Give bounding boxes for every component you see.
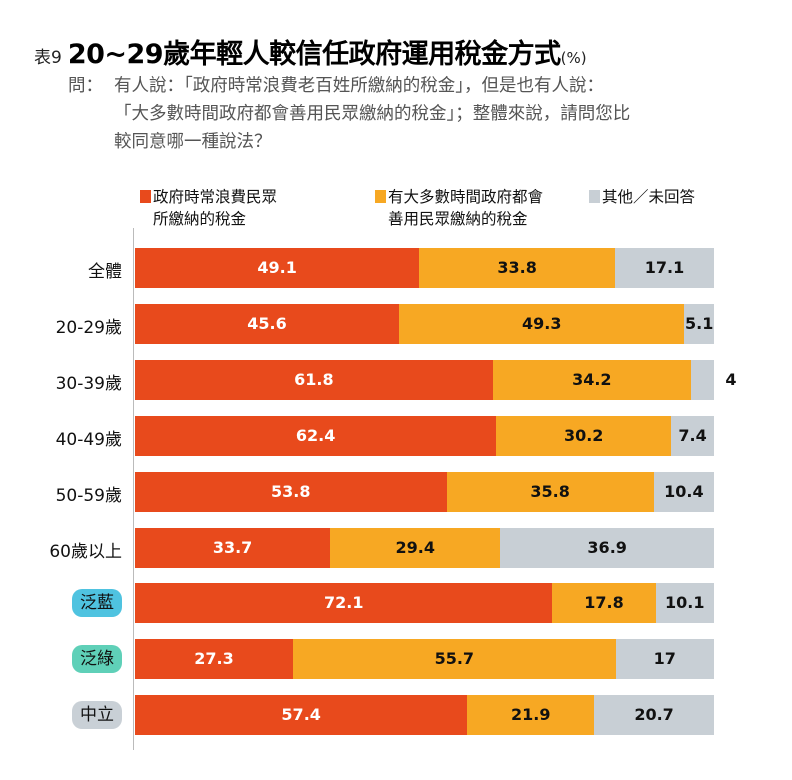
data-label: 20.7: [634, 705, 674, 725]
data-label: 17.1: [644, 258, 685, 277]
category-label: 全體: [88, 262, 122, 282]
data-label: 10.4: [664, 481, 704, 501]
bar-segment: [135, 583, 553, 624]
bar-segment: [653, 471, 714, 512]
category-label: 中立: [72, 701, 122, 730]
bar-segment: [330, 527, 501, 568]
data-label: 29.4: [395, 537, 435, 557]
category-label: 20-29歲: [55, 317, 122, 338]
bar-segment: [500, 527, 714, 568]
data-label: 35.8: [530, 481, 570, 501]
category-label: 30-39歲: [55, 373, 122, 394]
bar-segment: [492, 359, 691, 400]
data-label: 5.1: [685, 313, 714, 333]
bar-segment: [671, 415, 714, 456]
bar-segment: [552, 583, 656, 624]
bar-segment: [419, 248, 615, 288]
question-label: 問：: [68, 76, 103, 96]
legend-swatch: [375, 190, 386, 203]
legend-item: 有大多數時間政府都會 善用民眾繳納的稅金: [375, 186, 543, 230]
legend-label: 其他／未回答: [602, 188, 696, 206]
question-line: 有人說：「政府時常浪費老百姓所繳納的稅金」，但是也有人說：: [114, 76, 604, 96]
title-text: 20~29歲年輕人較信任政府運用稅金方式: [67, 39, 561, 70]
data-label: 7.4: [678, 425, 707, 445]
data-label: 62.4: [295, 425, 336, 445]
unit-label: (%): [560, 49, 587, 67]
bar-segment: [614, 248, 714, 288]
bar-segment: [135, 527, 331, 568]
category-axis: [133, 228, 134, 750]
legend-item: 其他／未回答: [589, 186, 695, 208]
table-number: 表9: [34, 48, 62, 68]
data-label: 55.7: [434, 649, 475, 669]
category-label: 40-49歲: [55, 429, 122, 450]
data-label: 17.8: [584, 593, 624, 613]
data-label: 45.6: [247, 313, 287, 333]
data-label: 30.2: [563, 425, 604, 445]
data-label: 27.3: [194, 649, 234, 669]
category-label: 60歲以上: [49, 541, 122, 562]
chart-title: 表9 20~29歲年輕人較信任政府運用稅金方式(%): [34, 32, 587, 71]
question-text: 問： 有人說：「政府時常浪費老百姓所繳納的稅金」，但是也有人說： 「大多數時間政府…: [68, 72, 728, 156]
bar-segment: [135, 415, 497, 456]
data-label: 61.8: [294, 369, 334, 389]
bar-segment: [135, 248, 420, 288]
data-label: 72.1: [323, 593, 364, 613]
legend-swatch: [589, 190, 600, 203]
data-label: 4: [725, 369, 737, 389]
data-label: 53.8: [271, 481, 311, 501]
bar-segment: [496, 415, 672, 456]
bar-segment: [655, 583, 714, 624]
data-label: 49.1: [257, 258, 297, 277]
legend-item: 政府時常浪費民眾 所繳納的稅金: [140, 186, 277, 230]
data-label: 34.2: [572, 369, 612, 389]
category-label: 泛綠: [72, 645, 122, 674]
data-label: 36.9: [587, 537, 627, 557]
legend-label: 有大多數時間政府都會: [388, 188, 544, 206]
bar-segment: [615, 639, 714, 680]
data-label: 33.7: [212, 537, 253, 557]
bar-segment: [135, 639, 294, 680]
question-line: 較同意哪一種說法？: [114, 132, 272, 152]
legend-label: 政府時常浪費民眾: [153, 188, 278, 206]
data-label: 21.9: [511, 705, 551, 725]
data-label: 10.1: [665, 593, 705, 613]
bar-segment: [446, 471, 654, 512]
data-label: 49.3: [521, 313, 562, 333]
bar-segment: [135, 695, 468, 736]
legend-label: 所繳納的稅金: [153, 210, 247, 228]
legend-swatch: [140, 190, 151, 203]
data-label: 57.4: [281, 705, 321, 725]
category-label: 泛藍: [72, 589, 122, 618]
bar-segment: [594, 695, 714, 736]
bar-segment: [135, 471, 447, 512]
bar-segment: [293, 639, 616, 680]
bar-segment: [684, 303, 714, 344]
bar-segment: [690, 359, 714, 400]
legend-label: 善用民眾繳納的稅金: [388, 210, 528, 228]
category-label: 50-59歲: [55, 485, 122, 506]
data-label: 33.8: [497, 258, 537, 277]
question-line: 「大多數時間政府都會善用民眾繳納的稅金」；整體來說，請問您比: [114, 104, 631, 124]
bar-segment: [399, 303, 685, 344]
data-label: 17: [653, 649, 676, 669]
bar-segment: [467, 695, 595, 736]
bar-segment: [135, 303, 400, 344]
bar-segment: [135, 359, 493, 400]
